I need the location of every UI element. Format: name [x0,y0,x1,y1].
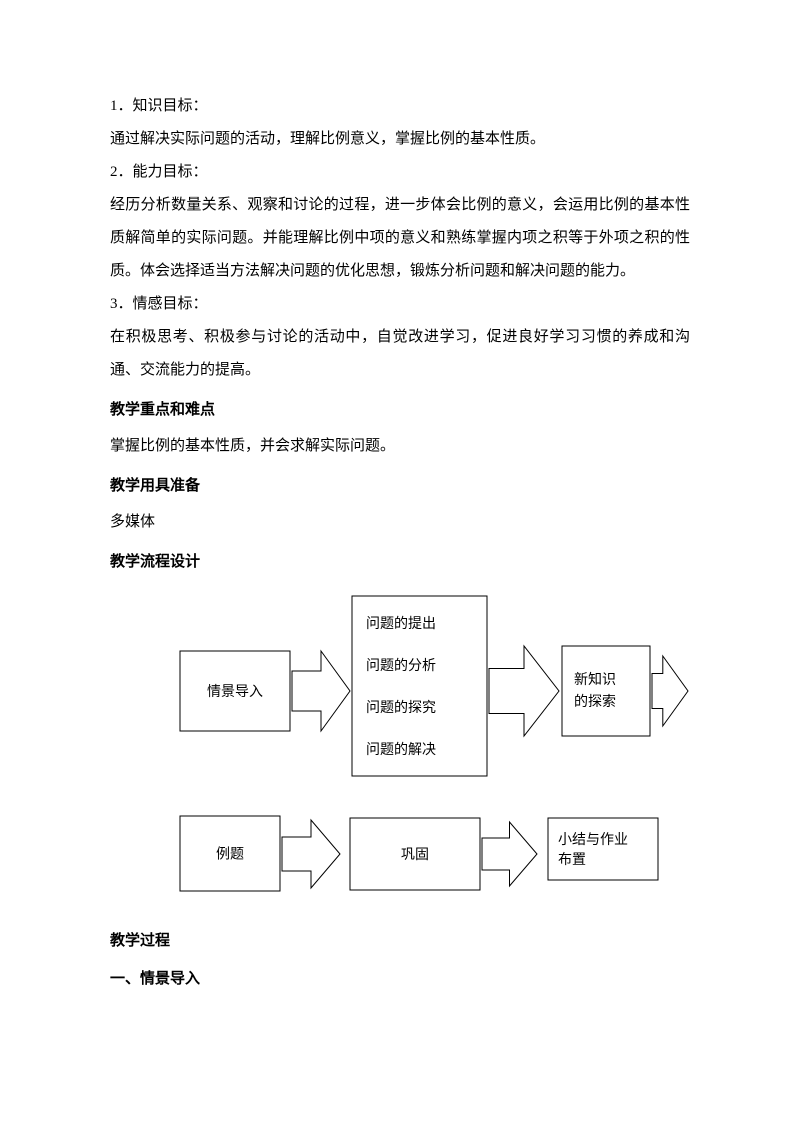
goal1-body: 通过解决实际问题的活动，理解比例意义，掌握比例的基本性质。 [110,123,690,156]
goal3-body: 在积极思考、积极参与讨论的活动中，自觉改进学习，促进良好学习习惯的养成和沟通、交… [110,321,690,387]
svg-text:布置: 布置 [558,852,586,868]
heading-keypoints: 教学重点和难点 [110,393,690,426]
svg-text:新知识: 新知识 [574,671,616,688]
tools-body: 多媒体 [110,506,690,539]
svg-text:巩固: 巩固 [401,848,429,863]
svg-text:小结与作业: 小结与作业 [558,832,628,848]
goal2-title: 2．能力目标： [110,156,690,189]
goal1-title: 1．知识目标： [110,90,690,123]
svg-text:问题的解决: 问题的解决 [366,742,436,758]
svg-text:的探索: 的探索 [574,693,616,710]
heading-process-sub: 一、情景导入 [110,963,690,996]
svg-text:问题的提出: 问题的提出 [366,616,436,632]
heading-process: 教学过程 [110,924,690,957]
svg-text:例题: 例题 [216,847,244,863]
heading-tools: 教学用具准备 [110,469,690,502]
svg-text:情景导入: 情景导入 [207,684,263,700]
svg-text:问题的探究: 问题的探究 [366,700,436,716]
keypoints-body: 掌握比例的基本性质，并会求解实际问题。 [110,430,690,463]
flow-diagram: 情景导入 问题的提出问题的分析问题的探究问题的解决 新知识的探索例题 巩固 小结与作业布… [110,586,690,916]
heading-flow: 教学流程设计 [110,545,690,578]
goal3-title: 3．情感目标： [110,288,690,321]
goal2-body: 经历分析数量关系、观察和讨论的过程，进一步体会比例的意义，会运用比例的基本性质解… [110,189,690,288]
svg-text:问题的分析: 问题的分析 [366,658,436,674]
